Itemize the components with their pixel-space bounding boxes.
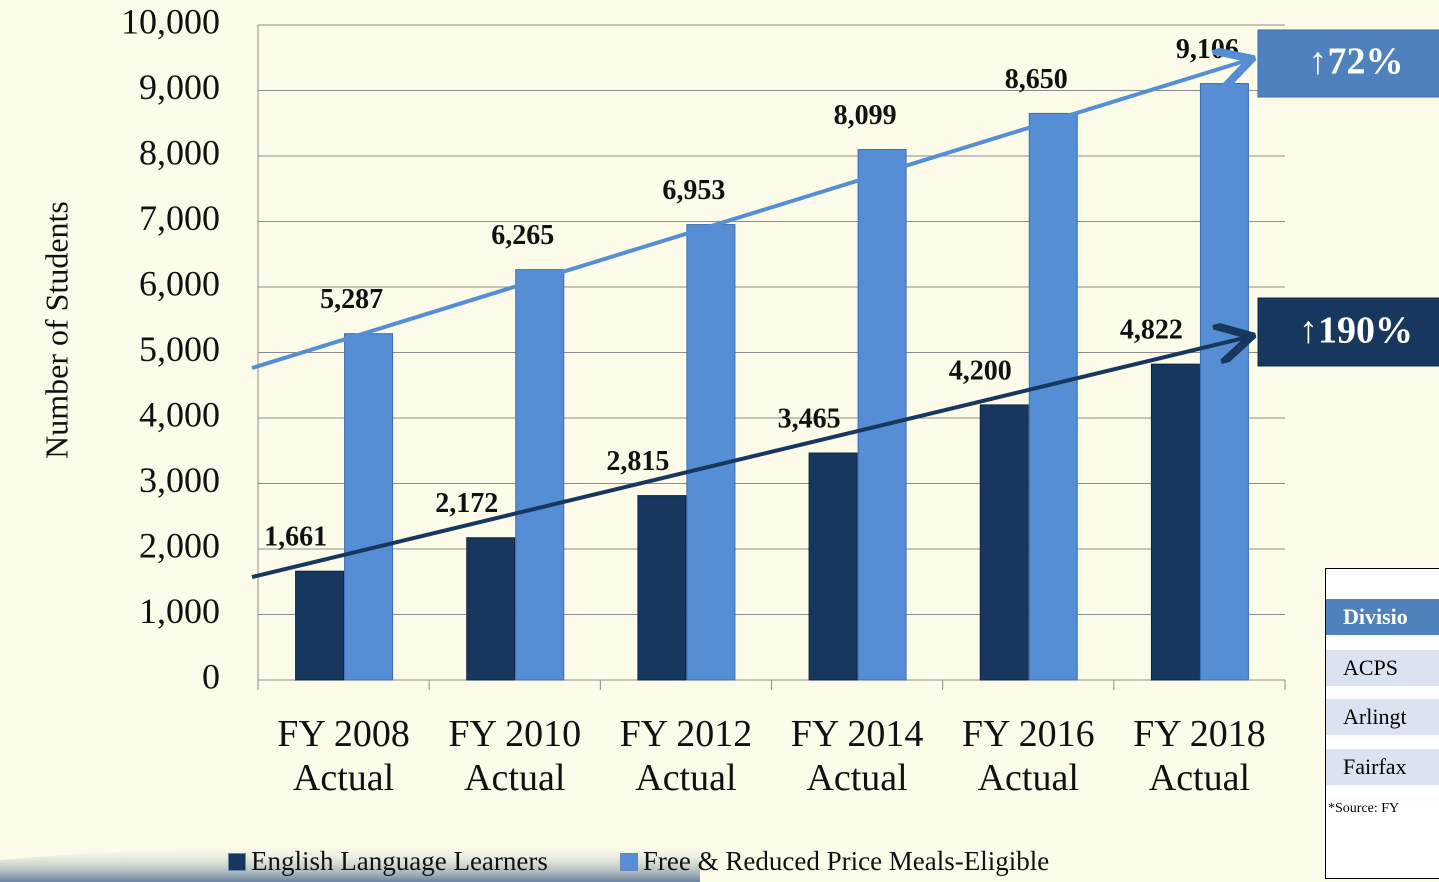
y-tick-label: 7,000 — [139, 198, 220, 238]
y-tick-label: 8,000 — [139, 132, 220, 172]
bar — [515, 269, 565, 681]
legend-label: English Language Learners — [251, 846, 548, 876]
table-header: Divisio — [1326, 599, 1439, 635]
bar — [637, 495, 687, 681]
y-tick-label: 5,000 — [139, 329, 220, 369]
bar — [1199, 83, 1249, 681]
y-tick-label: 2,000 — [139, 525, 220, 565]
data-label: 6,953 — [662, 175, 725, 206]
callout-box — [1257, 297, 1439, 367]
table-cell: ACPS — [1326, 650, 1439, 686]
x-tick-label: FY 2012 Actual — [619, 713, 753, 799]
y-tick-label: 10,000 — [121, 1, 220, 41]
y-tick-label: 0 — [202, 656, 220, 696]
y-tick-label: 6,000 — [139, 263, 220, 303]
y-tick-label: 1,000 — [139, 591, 220, 631]
x-tick-label: FY 2018 Actual — [1133, 713, 1266, 799]
bar — [686, 224, 736, 681]
bar — [295, 570, 345, 681]
y-axis-label: Number of Students — [38, 201, 74, 459]
trend-arrow — [251, 60, 1248, 370]
bar — [466, 537, 516, 681]
bar — [344, 333, 394, 681]
data-label: 2,172 — [435, 488, 498, 519]
data-label: 2,815 — [606, 446, 669, 477]
legend-item: English Language Learners — [228, 846, 548, 877]
data-label: 8,099 — [834, 100, 897, 131]
x-tick-label: FY 2010 Actual — [448, 713, 582, 799]
data-label: 5,287 — [320, 284, 383, 315]
table-source: *Source: FY — [1328, 801, 1400, 816]
data-label: 9,106 — [1176, 34, 1239, 65]
legend: English Language Learners Free & Reduced … — [228, 846, 1049, 877]
legend-item: Free & Reduced Price Meals-Eligible — [619, 846, 1050, 877]
callout-text: ↑72% — [1309, 41, 1404, 83]
legend-swatch — [228, 852, 246, 871]
data-label: 8,650 — [1005, 64, 1068, 95]
x-tick-label: FY 2016 Actual — [961, 713, 1095, 799]
y-tick-label: 3,000 — [139, 460, 220, 500]
data-label: 1,661 — [264, 522, 327, 553]
bar — [808, 452, 858, 681]
bar — [857, 149, 907, 681]
table: Divisio ACPS Arlingt Fairfax *Source: FY — [1325, 568, 1439, 879]
legend-label: Free & Reduced Price Meals-Eligible — [642, 846, 1050, 876]
bar — [1150, 363, 1200, 681]
x-tick-label: FY 2014 Actual — [790, 713, 924, 799]
y-tick-label: 4,000 — [139, 394, 220, 434]
bar — [979, 404, 1029, 681]
decor — [0, 843, 700, 882]
data-label: 4,200 — [949, 355, 1012, 386]
legend-swatch — [619, 852, 638, 871]
x-tick-label: FY 2008 Actual — [277, 713, 410, 799]
data-label: 4,822 — [1120, 315, 1183, 346]
data-label: 6,265 — [491, 220, 554, 251]
callout-box — [1257, 29, 1439, 98]
data-label: 3,465 — [778, 403, 841, 434]
y-tick-label: 9,000 — [139, 67, 220, 107]
callout-text: ↑190% — [1299, 310, 1413, 352]
plot: 0 1,000 2,000 3,000 4,000 5,000 6,000 7,000 8,00… — [121, 1, 1286, 696]
bar — [1028, 112, 1078, 681]
table-cell: Fairfax — [1326, 749, 1439, 785]
trend-arrow — [251, 337, 1248, 579]
table-cell: Arlingt — [1326, 699, 1439, 735]
